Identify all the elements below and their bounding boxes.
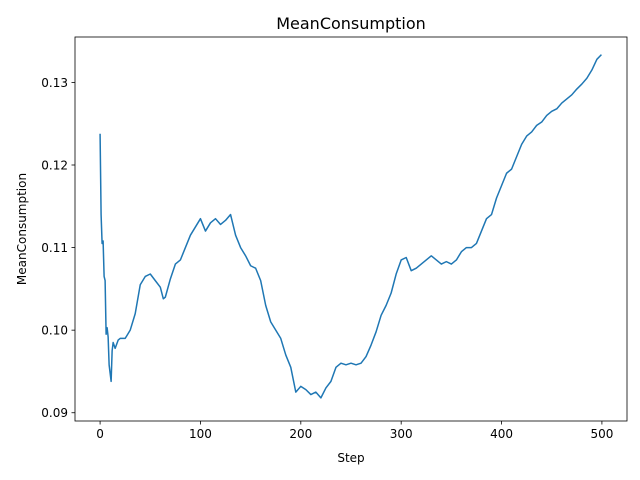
y-axis-label: MeanConsumption — [15, 173, 29, 285]
y-tick-label: 0.10 — [41, 324, 68, 338]
x-tick-label: 300 — [390, 427, 413, 441]
x-axis-label: Step — [337, 451, 364, 465]
x-tick-label: 100 — [189, 427, 212, 441]
axes-frame — [74, 36, 628, 422]
y-tick-label: 0.13 — [41, 76, 68, 90]
series-line-meanconsumption — [99, 54, 602, 399]
x-tick-label: 0 — [96, 427, 104, 441]
x-tick-label: 500 — [590, 427, 613, 441]
y-tick-label: 0.09 — [41, 406, 68, 420]
plot-area — [74, 36, 628, 422]
chart-title: MeanConsumption — [276, 14, 426, 33]
x-tick-label: 400 — [490, 427, 513, 441]
y-axis: 0.09 0.10 0.11 0.12 0.13 — [41, 76, 75, 420]
x-tick-label: 200 — [289, 427, 312, 441]
y-tick-label: 0.12 — [41, 159, 68, 173]
x-axis: 0 100 200 300 400 500 — [96, 421, 613, 441]
y-tick-label: 0.11 — [41, 241, 68, 255]
